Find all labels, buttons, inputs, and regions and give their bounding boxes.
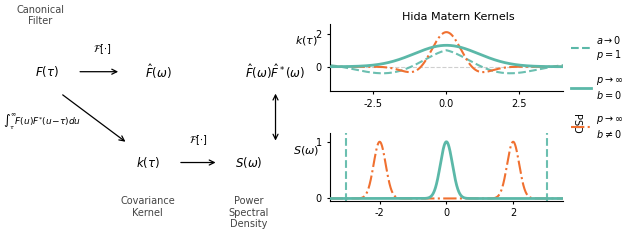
Text: $F(\tau)$: $F(\tau)$: [35, 64, 59, 79]
Text: Covariance
Kernel: Covariance Kernel: [120, 196, 175, 217]
Text: Canonical
Filter: Canonical Filter: [17, 5, 64, 26]
Text: $k(\tau)$: $k(\tau)$: [136, 155, 160, 170]
Legend: $a\to 0$
$p=1$, $p\to\infty$
$b=0$, $p\to\infty$
$b\neq 0$: $a\to 0$ $p=1$, $p\to\infty$ $b=0$, $p\t…: [572, 33, 623, 140]
Text: PSD: PSD: [571, 114, 581, 134]
Y-axis label: $S(\omega)$: $S(\omega)$: [293, 144, 319, 157]
Text: $\mathcal{F}[\cdot]$: $\mathcal{F}[\cdot]$: [93, 42, 111, 56]
Title: Hida Matern Kernels: Hida Matern Kernels: [402, 12, 515, 22]
Text: $\hat{F}(\omega)\hat{F}^*(\omega)$: $\hat{F}(\omega)\hat{F}^*(\omega)$: [245, 62, 306, 81]
Y-axis label: $k(\tau)$: $k(\tau)$: [295, 34, 317, 47]
Text: $\mathcal{F}[\cdot]$: $\mathcal{F}[\cdot]$: [189, 133, 207, 147]
Text: $S(\omega)$: $S(\omega)$: [235, 155, 262, 170]
Text: $\hat{F}(\omega)$: $\hat{F}(\omega)$: [145, 62, 172, 81]
Text: $\int_{\tau}^{\infty}\!F(u)F^{*}(u\!-\!\tau)du$: $\int_{\tau}^{\infty}\!F(u)F^{*}(u\!-\!\…: [3, 112, 81, 132]
Text: Power
Spectral
Density: Power Spectral Density: [228, 196, 269, 229]
